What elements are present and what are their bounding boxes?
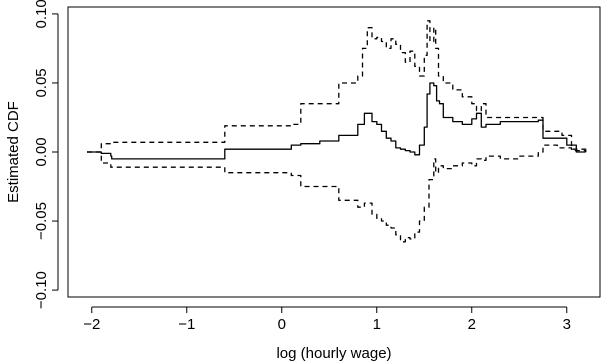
x-tick-label: 3 — [563, 316, 571, 333]
x-tick-label: −1 — [178, 316, 195, 333]
y-tick-label: 0.05 — [33, 68, 50, 97]
x-tick-label: 1 — [373, 316, 381, 333]
plot-frame — [67, 6, 601, 298]
x-axis: −2 −1 0 1 2 3 — [83, 306, 571, 333]
y-tick-label: 0.00 — [33, 137, 50, 166]
estimate-line — [87, 82, 586, 160]
x-tick-label: 2 — [468, 316, 476, 333]
y-axis: −0.10 −0.05 0.00 0.05 0.10 — [33, 0, 59, 309]
x-tick-label: 0 — [278, 316, 286, 333]
y-tick-label: 0.10 — [33, 0, 50, 29]
y-tick-label: −0.10 — [33, 271, 50, 309]
x-tick-label: −2 — [83, 316, 100, 333]
upper-band-line — [87, 20, 587, 153]
y-axis-title: Estimated CDF — [5, 101, 22, 203]
plot-area — [87, 20, 587, 243]
y-tick-label: −0.05 — [33, 202, 50, 240]
lower-band-line — [87, 144, 587, 243]
x-axis-title: log (hourly wage) — [276, 345, 391, 362]
